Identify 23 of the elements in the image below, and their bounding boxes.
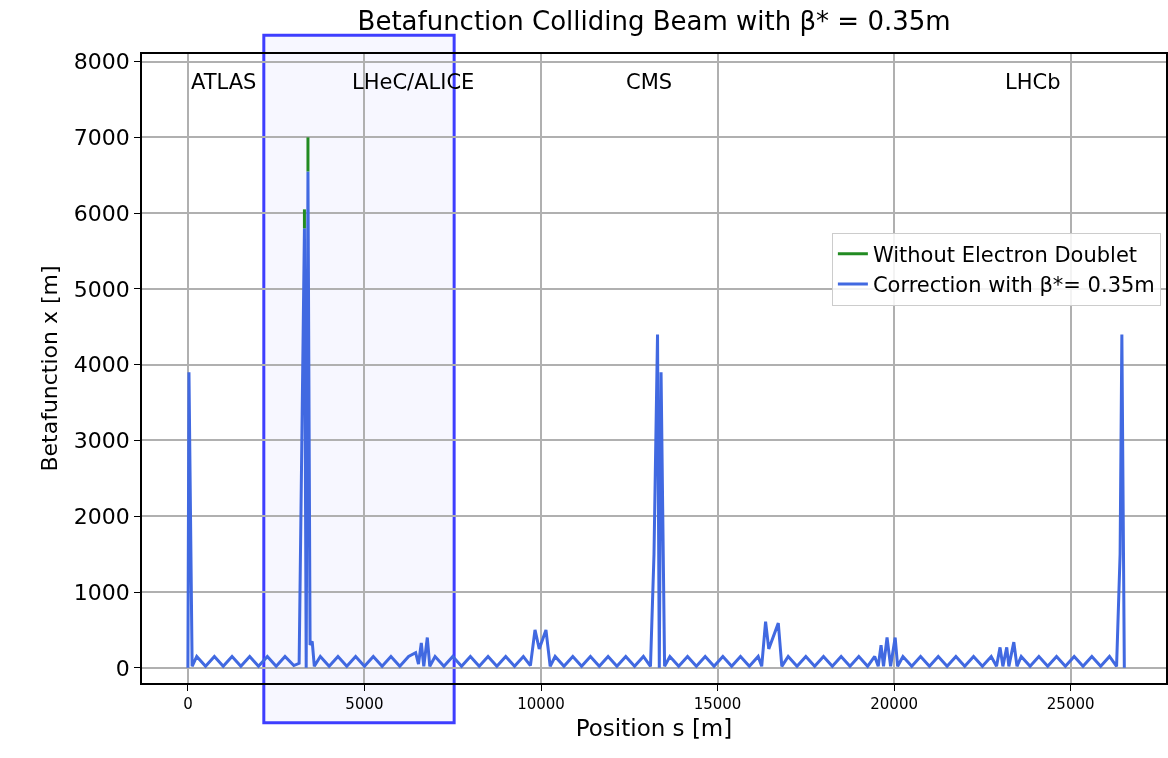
y-tick-label: 2000 (73, 503, 130, 529)
y-tick-label: 7000 (73, 125, 130, 151)
x-axis-title: Position s [m] (575, 714, 733, 741)
legend-label: Without Electron Doublet (872, 242, 1138, 267)
y-tick-label: 8000 (73, 49, 130, 75)
y-tick-label: 3000 (73, 428, 130, 454)
y-tick-label: 5000 (73, 276, 130, 302)
chart-title: Betafunction Colliding Beam with β* = 0.35m (357, 5, 951, 36)
y-tick-label: 0 (115, 655, 130, 681)
x-tick-label: 0 (183, 694, 193, 713)
annotation: LHCb (1005, 70, 1061, 94)
x-tick-label: 10000 (517, 694, 565, 713)
x-tick-label: 5000 (345, 694, 384, 713)
annotation: ATLAS (191, 70, 257, 94)
x-tick-label: 15000 (693, 694, 742, 713)
y-tick-label: 6000 (73, 200, 130, 226)
x-tick-label: 20000 (870, 694, 918, 713)
y-tick-label: 1000 (73, 579, 130, 605)
y-axis-title: Betafunction x [m] (37, 265, 63, 472)
y-tick-label: 4000 (73, 352, 130, 378)
legend-label: Correction with β*= 0.35m (872, 273, 1155, 298)
annotation: CMS (626, 70, 673, 94)
x-tick-label: 25000 (1046, 694, 1095, 713)
